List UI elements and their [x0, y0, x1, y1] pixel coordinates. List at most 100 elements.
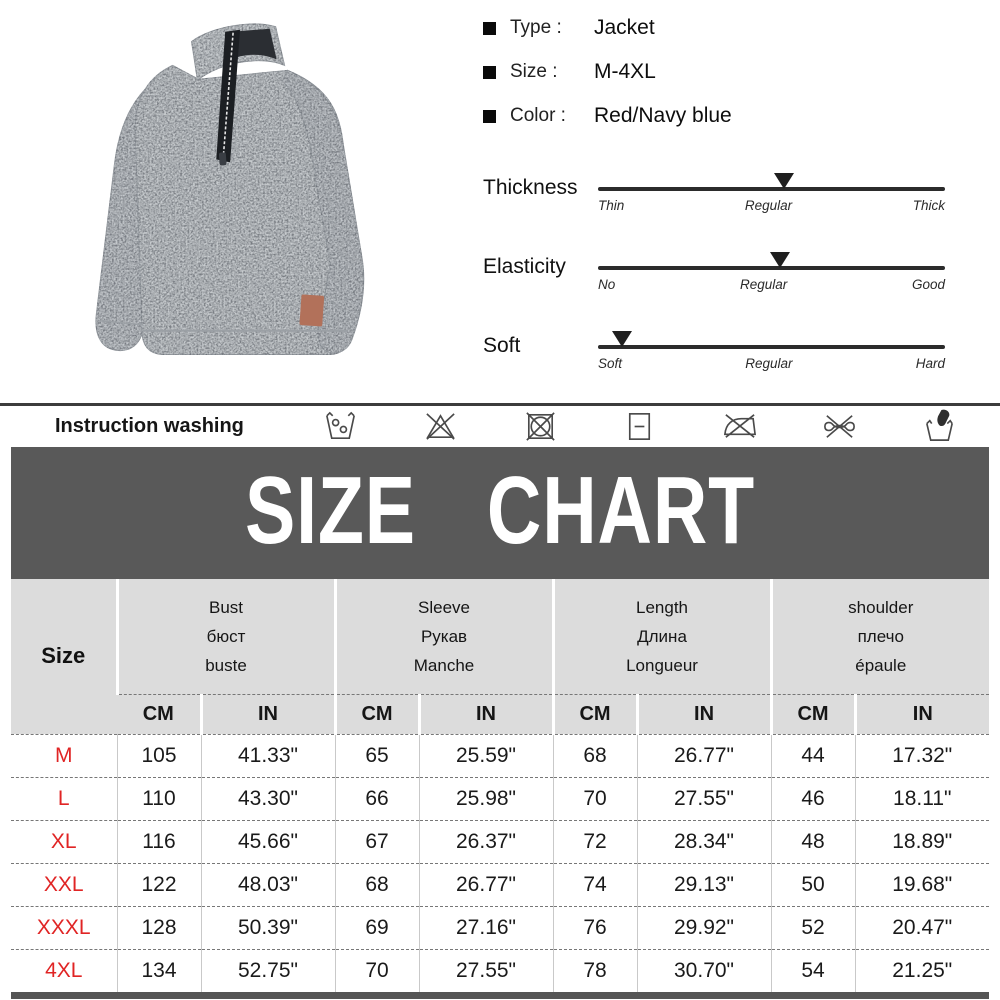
scale-mid-label: Regular — [745, 356, 793, 371]
measurement-cell: 27.55" — [418, 948, 554, 992]
attribute-scale-labels: Thin Regular Thick — [598, 198, 945, 213]
washing-strip: Instruction washing — [0, 403, 1000, 447]
spec-label: Type : — [510, 17, 562, 38]
length-ru: Длина — [637, 626, 687, 646]
spec-value: Jacket — [594, 16, 655, 39]
size-row: XXL 122 48.03" 68 26.77" 74 29.13" 50 19.68" — [11, 862, 990, 906]
length-en: Length — [636, 597, 689, 617]
shoulder-header: shoulder плечо épaule — [769, 579, 990, 694]
measurement-cell: 78 — [552, 948, 638, 992]
attribute-scale-line — [598, 252, 945, 270]
size-chart-title: SIZE CHART — [244, 457, 756, 565]
zipper-pull — [218, 152, 227, 166]
scale-mid-label: Regular — [739, 277, 788, 292]
cm-header: CM — [117, 693, 201, 734]
do-not-wring-icon — [821, 408, 858, 445]
marker-triangle-icon — [612, 331, 633, 347]
size-row: XXXL 128 50.39" 69 27.16" 76 29.92" 52 20.47" — [11, 905, 990, 949]
attribute-name: Soft — [483, 334, 521, 357]
size-row: XL 116 45.66" 67 26.37" 72 28.34" 48 18.89" — [11, 819, 990, 863]
measurement-cell: 29.13" — [636, 862, 772, 906]
sweater-torso — [134, 64, 350, 355]
measurement-cell: 66 — [334, 776, 419, 820]
size-table-body: M 105 41.33" 65 25.59" 68 26.77" 44 17.32" L 110 43… — [11, 733, 990, 992]
measurement-cell: 26.77" — [636, 733, 772, 777]
size-chart-banner: SIZE CHART — [11, 447, 989, 579]
brand-patch — [299, 294, 325, 327]
sweater-right-sleeve — [282, 69, 365, 354]
sleeve-fr: Manche — [413, 655, 475, 675]
spec-value: M-4XL — [594, 60, 656, 83]
cm-header: CM — [333, 693, 419, 734]
attribute-row: Soft Soft Regular Hard — [483, 331, 953, 408]
attribute-sliders: Thickness Thin Regular Thick Elasticity … — [483, 173, 953, 398]
cuff-seam — [99, 320, 144, 326]
measurement-cell: 45.66" — [200, 819, 335, 863]
scale-mid-label: Regular — [744, 198, 793, 213]
scale-left-label: Soft — [598, 356, 623, 371]
measurement-cell: 27.16" — [418, 905, 554, 949]
measurement-cell: 116 — [116, 819, 201, 863]
measurement-cell: 48 — [770, 819, 856, 863]
scale-right-label: Thick — [912, 198, 945, 213]
scale-right-label: Hard — [915, 356, 945, 371]
square-bullet-icon — [483, 65, 496, 79]
zipper-teeth — [222, 32, 234, 159]
attribute-scale-labels: Soft Regular Hard — [598, 356, 945, 371]
measurement-cell: 67 — [334, 819, 419, 863]
measurement-cell: 72 — [552, 819, 638, 863]
length-header: Length Длина Longueur — [551, 579, 772, 694]
bust-header: Bust бюст buste — [115, 579, 335, 694]
measurement-cell: 54 — [770, 948, 856, 992]
attribute-row: Thickness Thin Regular Thick — [483, 173, 953, 250]
measurement-cell: 41.33" — [200, 733, 335, 777]
measurement-cell: 25.98" — [418, 776, 554, 820]
measurement-cell: 29.92" — [636, 905, 772, 949]
sleeve-header: Sleeve Рукав Manche — [333, 579, 554, 694]
zipper-placket — [216, 29, 241, 163]
measurement-cell: 68 — [552, 733, 638, 777]
spec-value: Red/Navy blue — [594, 104, 732, 127]
marker-triangle-icon — [773, 173, 794, 189]
shoulder-fr: épaule — [855, 655, 907, 675]
unit-header-row: CM IN CM IN CM IN CM IN — [11, 693, 990, 734]
sleeve-en: Sleeve — [418, 597, 470, 617]
product-specs: Type : Jacket Size : M-4XL Color : Red/N… — [483, 6, 732, 138]
measurement-cell: 110 — [116, 776, 201, 820]
measurement-cell: 28.34" — [636, 819, 772, 863]
wash-with-bubbles-icon — [322, 408, 359, 445]
top-section: Type : Jacket Size : M-4XL Color : Red/N… — [0, 0, 1000, 403]
attribute-name: Thickness — [483, 176, 578, 199]
size-label-cell: M — [11, 733, 117, 777]
measurement-cell: 128 — [116, 905, 201, 949]
measurement-cell: 134 — [116, 948, 201, 992]
do-not-bleach-icon — [422, 408, 459, 445]
measurement-cell: 27.55" — [636, 776, 772, 820]
attribute-scale-line — [598, 331, 945, 349]
measurement-cell: 19.68" — [854, 862, 990, 906]
length-fr: Longueur — [626, 655, 698, 675]
measurement-cell: 21.25" — [854, 948, 990, 992]
bottom-bar — [11, 992, 989, 999]
spec-row: Size : M-4XL — [483, 50, 732, 94]
size-table-wrap: Size Bust бюст buste Sleeve Рукав Manche… — [11, 579, 990, 992]
spec-row: Color : Red/Navy blue — [483, 94, 732, 138]
dry-flat-icon — [621, 408, 658, 445]
size-label-cell: XXL — [11, 862, 117, 906]
measurement-cell: 20.47" — [854, 905, 990, 949]
attribute-name: Elasticity — [483, 255, 566, 278]
measurement-cell: 26.37" — [418, 819, 554, 863]
measurement-cell: 105 — [116, 733, 201, 777]
measurement-cell: 74 — [552, 862, 638, 906]
washing-label: Instruction washing — [55, 415, 244, 437]
cm-header: CM — [769, 693, 856, 734]
size-label-cell: 4XL — [11, 948, 117, 992]
size-corner-header: Size — [11, 579, 117, 734]
hand-wash-icon — [921, 408, 958, 445]
measurement-cell: 44 — [770, 733, 856, 777]
size-row: M 105 41.33" 65 25.59" 68 26.77" 44 17.32" — [11, 733, 990, 777]
in-header: IN — [199, 693, 335, 734]
spec-label: Color : — [510, 105, 566, 126]
measurement-cell: 46 — [770, 776, 856, 820]
